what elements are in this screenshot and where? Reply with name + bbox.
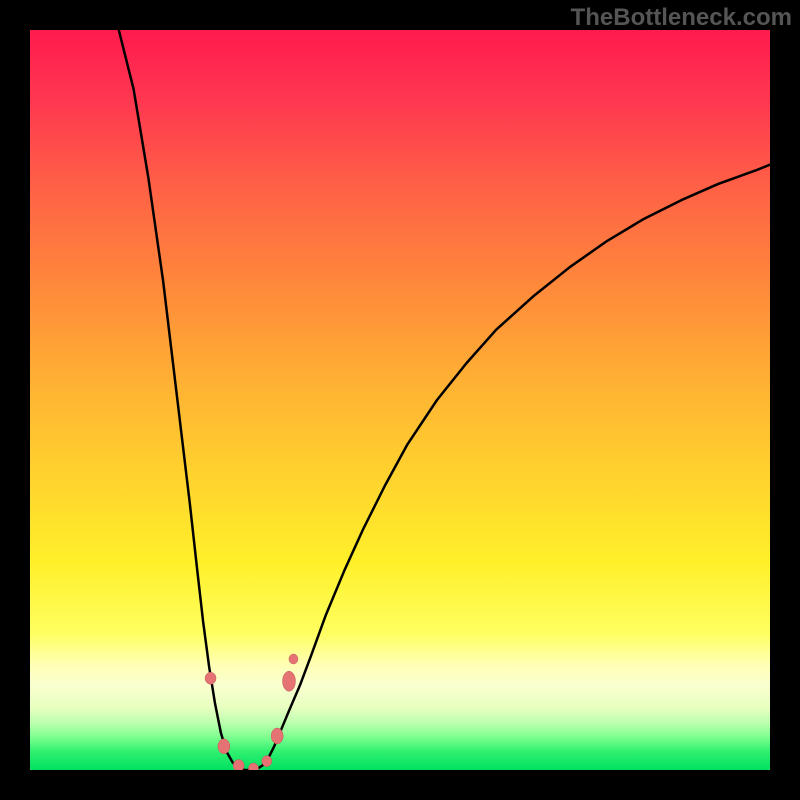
watermark-text: TheBottleneck.com [571, 4, 792, 32]
gradient-and-curve-svg [30, 30, 770, 770]
plot-area [30, 30, 770, 770]
data-marker [271, 728, 283, 744]
data-marker [262, 756, 272, 767]
data-marker [233, 760, 244, 770]
data-marker [283, 671, 296, 691]
data-marker [218, 739, 230, 754]
data-marker [289, 654, 298, 664]
data-marker [205, 672, 216, 684]
